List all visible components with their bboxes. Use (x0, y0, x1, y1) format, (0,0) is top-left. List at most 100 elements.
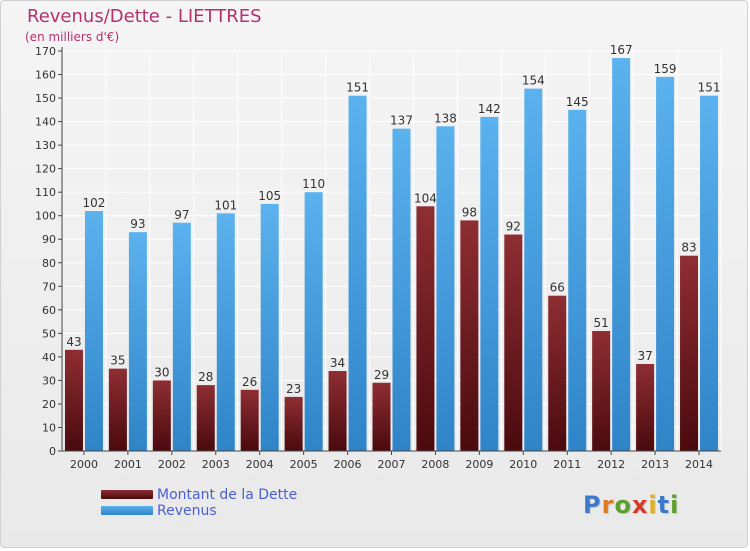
bar-dette (636, 363, 655, 451)
bar-label-revenus: 159 (654, 62, 677, 76)
bar-value-labels: 43 102 35 93 30 97 28 101 26 105 23 110 34 151 29 137 10… (66, 43, 720, 396)
bar-revenus (304, 192, 323, 452)
bar-dette (680, 255, 699, 451)
bar-label-dette: 23 (286, 382, 301, 396)
bar-label-dette: 34 (330, 356, 345, 370)
bar-label-revenus: 97 (174, 208, 189, 222)
bar-label-revenus: 142 (478, 102, 501, 116)
bar-revenus (436, 126, 455, 451)
bar-label-dette: 35 (110, 354, 125, 368)
bar-dette (460, 220, 479, 451)
bar-revenus (392, 128, 411, 451)
bar-label-revenus: 110 (302, 177, 325, 191)
legend-swatch-revenus (101, 506, 153, 515)
y-tick-label: 100 (35, 210, 56, 223)
chart-subtitle: (en milliers d'€) (25, 30, 120, 44)
y-tick-label: 160 (35, 69, 56, 82)
bar-revenus (700, 95, 719, 452)
bar-label-dette: 51 (594, 316, 609, 330)
x-tick-label: 2009 (465, 458, 493, 471)
bar-revenus (348, 95, 367, 452)
x-tick-label: 2005 (290, 458, 318, 471)
bar-dette (504, 234, 523, 451)
logo-letter: t (657, 491, 671, 519)
logo-letter: i (670, 491, 680, 519)
y-tick-label: 60 (42, 304, 56, 317)
bar-label-revenus: 151 (346, 81, 369, 95)
logo-letter: r (601, 491, 615, 519)
y-tick-label: 10 (42, 421, 56, 434)
x-tick-label: 2001 (114, 458, 142, 471)
bar-dette (240, 389, 259, 451)
bar-label-revenus: 154 (522, 74, 545, 88)
y-tick-label: 80 (42, 257, 56, 270)
bar-label-dette: 37 (637, 349, 652, 363)
bar-label-revenus: 151 (698, 81, 721, 95)
bar-label-dette: 104 (414, 191, 437, 205)
x-tick-label: 2000 (70, 458, 98, 471)
bar-label-dette: 92 (506, 220, 521, 234)
y-tick-label: 0 (49, 445, 56, 458)
grid-lines (61, 50, 722, 452)
bar-label-revenus: 102 (83, 196, 106, 210)
bar-dette (196, 385, 215, 451)
y-tick-label: 170 (35, 45, 56, 58)
x-tick-label: 2010 (509, 458, 537, 471)
bar-label-revenus: 137 (390, 114, 413, 128)
bar-label-dette: 30 (154, 365, 169, 379)
bar-dette (284, 396, 303, 451)
logo-letter: x (631, 491, 649, 519)
bar-dette (592, 331, 611, 451)
bar-dette (548, 295, 567, 451)
bar-label-dette: 83 (681, 241, 696, 255)
bar-dette (328, 371, 347, 451)
bar-label-dette: 98 (462, 205, 477, 219)
bar-label-revenus: 93 (130, 217, 145, 231)
y-tick-label: 150 (35, 92, 56, 105)
x-tick-label: 2003 (202, 458, 230, 471)
bar-revenus (128, 232, 147, 451)
bar-dette (372, 382, 391, 451)
y-tick-label: 40 (42, 351, 56, 364)
logo-letter: P (583, 491, 602, 519)
axes: 0 10 20 30 40 50 60 70 80 90 100 110 120 130 140 150 160… (35, 45, 721, 471)
y-tick-label: 90 (42, 233, 56, 246)
x-tick-label: 2011 (553, 458, 581, 471)
legend-swatch-dette (101, 490, 153, 499)
bar-label-revenus: 101 (214, 198, 237, 212)
bar-revenus (84, 211, 103, 451)
legend-label-dette: Montant de la Dette (157, 487, 298, 503)
proxiti-logo: Proxiti (583, 491, 679, 519)
y-tick-label: 30 (42, 374, 56, 387)
legend-label-revenus: Revenus (157, 503, 217, 519)
bar-label-revenus: 145 (566, 95, 589, 109)
x-tick-label: 2012 (597, 458, 625, 471)
x-tick-label: 2006 (334, 458, 362, 471)
bar-label-dette: 43 (66, 335, 81, 349)
y-tick-label: 130 (35, 139, 56, 152)
bar-dette (64, 349, 83, 451)
bar-revenus (656, 76, 675, 451)
bar-label-dette: 28 (198, 370, 213, 384)
y-tick-label: 70 (42, 280, 56, 293)
bars (64, 58, 719, 452)
bar-label-revenus: 105 (258, 189, 281, 203)
logo-letter: i (648, 491, 658, 519)
bar-label-revenus: 138 (434, 111, 457, 125)
bar-revenus (524, 88, 543, 451)
bar-label-dette: 26 (242, 375, 257, 389)
bar-dette (416, 206, 435, 451)
bar-label-dette: 29 (374, 368, 389, 382)
y-tick-label: 50 (42, 327, 56, 340)
bar-revenus (216, 213, 235, 451)
y-tick-label: 140 (35, 116, 56, 129)
bar-revenus (480, 116, 499, 451)
bar-label-revenus: 167 (610, 43, 633, 57)
x-tick-label: 2004 (246, 458, 274, 471)
x-tick-label: 2008 (421, 458, 449, 471)
bar-revenus (172, 222, 191, 451)
x-tick-label: 2013 (641, 458, 669, 471)
y-tick-label: 20 (42, 398, 56, 411)
x-tick-label: 2007 (378, 458, 406, 471)
